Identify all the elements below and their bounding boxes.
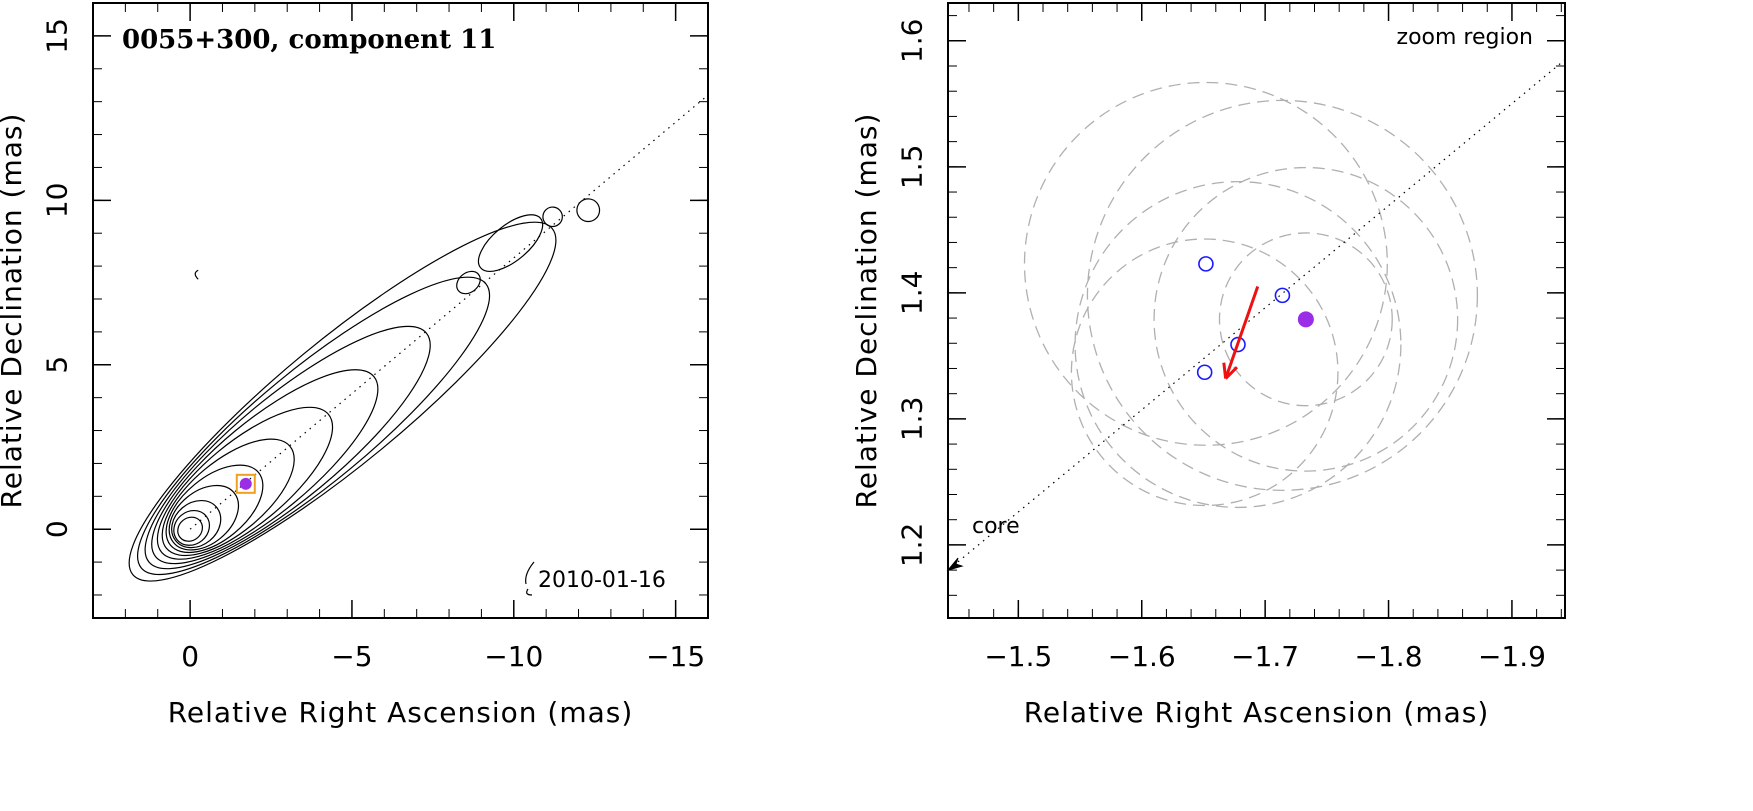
uncertainty-circle [1074,180,1402,509]
open-point [1274,287,1291,304]
panel-title: zoom region [1397,25,1533,50]
contour-knot [477,214,544,272]
x-tick-label: 0 [181,640,199,673]
ridge-line [189,94,709,530]
contour-knot [456,270,481,295]
y-axis-label: Relative Declination (mas) [0,113,28,509]
open-point [1230,336,1246,353]
plot-frame [92,2,709,619]
contour-level [128,221,557,582]
uncertainty-circle [1086,99,1479,491]
y-tick-label: 5 [41,356,74,374]
contour-level [177,516,204,542]
y-tick-label: 1.3 [896,397,929,442]
y-tick-label: 1.6 [896,19,929,64]
core-arrow-icon [946,557,964,572]
contour-level [156,406,334,560]
y-tick-label: 10 [41,183,74,219]
panel-title: 0055+300, component 11 [122,25,496,55]
ridge-line [947,59,1566,571]
core-label: core [972,514,1020,539]
x-tick-label: −5 [331,640,372,673]
motion-arrow [1224,286,1260,380]
uncertainty-circle [1070,238,1339,507]
y-tick-label: 1.4 [896,271,929,316]
contour-knot [576,198,601,223]
contour-level [137,276,491,576]
uncertainty-circle [1153,166,1459,472]
component-marker [239,477,252,490]
x-tick-label: −1.7 [1231,640,1299,673]
contour-level [173,509,211,546]
y-tick-label: 1.5 [896,145,929,190]
y-tick-label: 15 [41,18,74,54]
epoch-date: 2010-01-16 [538,568,666,593]
x-tick-label: −10 [484,640,543,673]
uncertainty-circle [1023,81,1388,446]
contour-isolated [194,269,199,280]
x-tick-label: −1.5 [984,640,1052,673]
y-tick-label: 1.2 [896,523,929,568]
contour-map-panel: 0 −5 −10 −15 0 5 10 15 Relative Right Ascension … [0,2,709,729]
contour-level [151,369,379,565]
y-tick-label: 0 [41,520,74,538]
component-box [235,473,256,494]
filled-point [1297,311,1314,328]
contour-level [144,325,431,570]
x-axis-label: Relative Right Ascension (mas) [168,696,634,729]
x-axis-label: Relative Right Ascension (mas) [1024,696,1490,729]
open-point [1198,256,1214,272]
x-tick-label: −1.6 [1108,640,1176,673]
contour-level [168,484,240,551]
open-point [1196,364,1213,381]
uncertainty-circle [1218,232,1393,407]
plot-frame [947,2,1566,619]
x-tick-label: −1.8 [1355,640,1423,673]
beam-mark [525,561,535,596]
x-tick-label: −1.9 [1478,640,1546,673]
x-tick-label: −15 [646,640,705,673]
contour-knot [542,206,563,228]
zoom-region-panel: −1.5 −1.6 −1.7 −1.8 −1.9 1.2 1.3 1.4 1.5 1.6 Relat… [850,2,1566,729]
y-axis-label: Relative Declination (mas) [850,113,883,509]
contour-level [161,438,295,557]
contour-level [165,464,264,554]
contour-level [171,499,222,549]
motion-arrow-head-icon [1222,362,1239,380]
